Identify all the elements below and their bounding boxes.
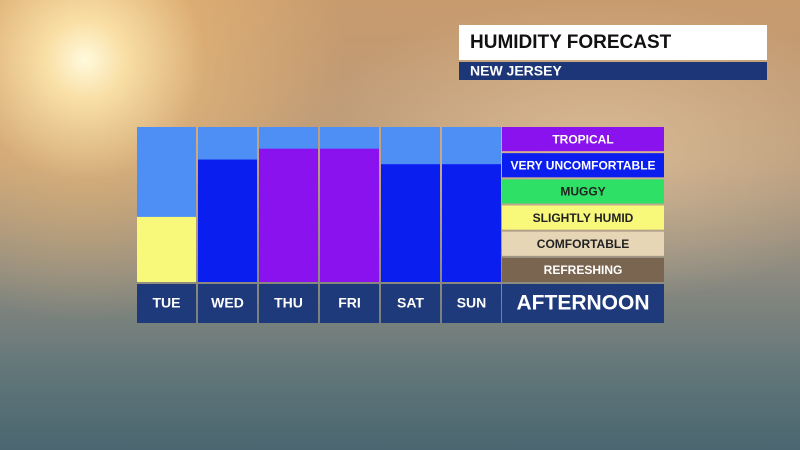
legend-label: COMFORTABLE [537,237,629,251]
legend-label: REFRESHING [544,263,623,277]
day-label-box [259,284,318,323]
legend-title-box [502,284,664,323]
legend-label: TROPICAL [552,132,613,146]
legend-swatch [502,205,664,230]
day-label-box [137,284,196,323]
chart-subtitle: NEW JERSEY [470,63,562,79]
legend-swatch [502,127,664,152]
legend-swatch [502,153,664,178]
bar [198,159,257,282]
bar [442,164,501,282]
legend-label: VERY UNCOMFORTABLE [510,158,655,172]
chart-title: HUMIDITY FORECAST [470,32,672,53]
bar [381,164,440,282]
day-label-box [198,284,257,323]
subtitle-box [459,62,767,80]
day-label-box [381,284,440,323]
legend-label: MUGGY [560,185,605,199]
bar [137,216,196,282]
day-label-box [442,284,501,323]
x-tick-label: FRI [338,295,361,311]
day-label-box [320,284,379,323]
bar [320,148,379,282]
x-tick-label: SUN [457,295,487,311]
x-tick-label: WED [211,295,244,311]
bar [259,148,318,282]
legend-swatch [502,257,664,282]
x-tick-label: SAT [397,295,424,311]
legend-title: AFTERNOON [517,292,650,315]
title-box [459,25,767,60]
x-tick-label: THU [274,295,303,311]
legend-label: SLIGHTLY HUMID [533,211,634,225]
legend-swatch [502,179,664,204]
legend-swatch [502,231,664,256]
x-tick-label: TUE [153,295,181,311]
